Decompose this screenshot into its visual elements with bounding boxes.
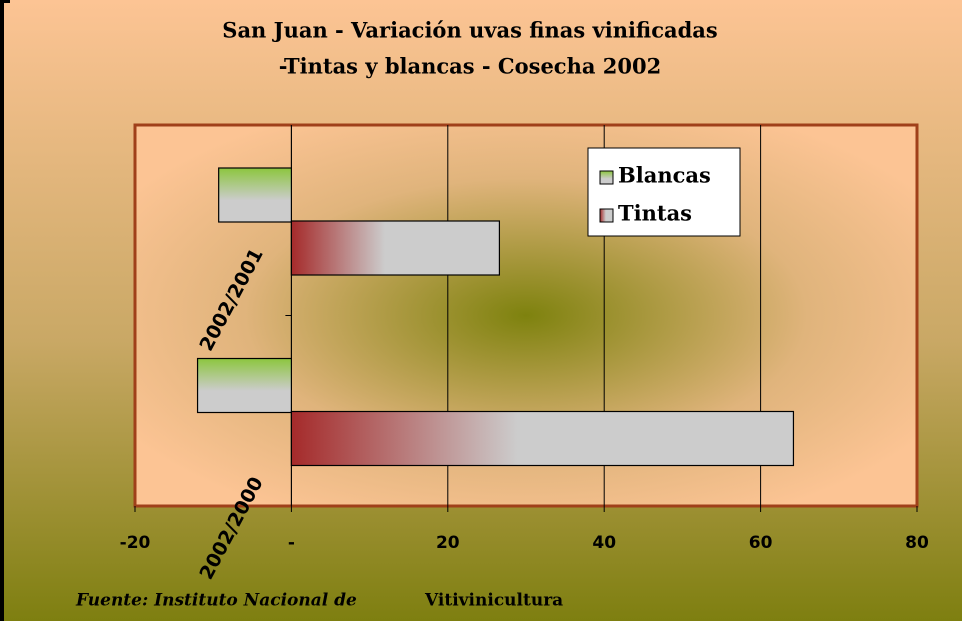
chart-title: -Tintas y blancas - Cosecha 2002 [279,54,661,79]
bar [218,167,292,223]
chart-title: San Juan - Variación uvas finas vinifica… [222,18,717,43]
legend-swatch [599,208,614,223]
bar [290,220,501,276]
bar [290,410,795,467]
legend-swatch [599,170,614,185]
x-tick-label: 40 [592,533,616,553]
x-tick-label: - [288,533,295,553]
x-tick-label: 60 [749,533,773,553]
legend-label: Blancas [618,163,711,188]
border [0,0,4,621]
x-tick-label: 80 [905,533,929,553]
x-tick-label: -20 [120,533,151,553]
legend-label: Tintas [618,201,692,226]
source-note: Fuente: Instituto Nacional de [75,591,357,611]
border [0,0,10,3]
x-tick-label: 20 [436,533,460,553]
bar [196,357,292,414]
source-note: Vitivinicultura [424,591,563,611]
